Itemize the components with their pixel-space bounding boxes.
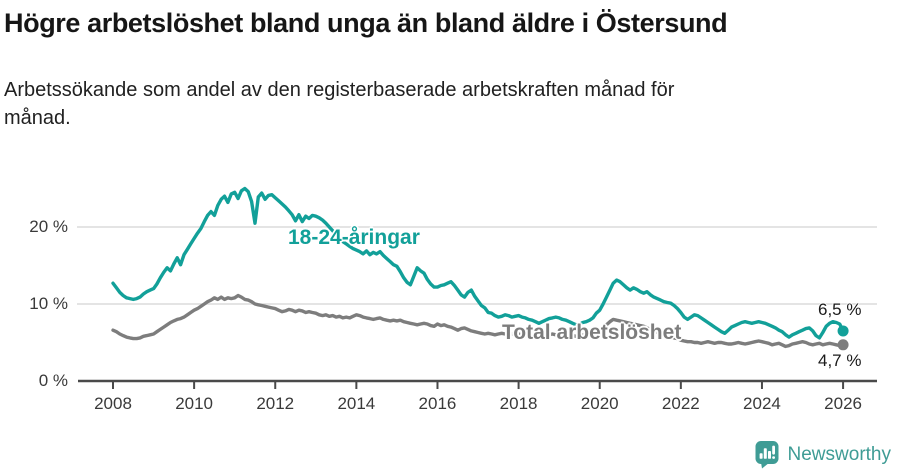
newsworthy-wordmark: Newsworthy [787, 443, 891, 465]
chart-subtitle-line1: Arbetssökande som andel av den registerb… [4, 79, 675, 101]
series-line-0 [111, 293, 845, 349]
x-tick-label: 2016 [418, 394, 457, 413]
x-tick-label: 2008 [94, 394, 132, 413]
x-tick-label: 2024 [743, 394, 781, 413]
chart-subtitle-line2: månad. [4, 107, 71, 129]
series-end-dot-0 [837, 339, 849, 351]
series-line-1 [111, 186, 845, 340]
end-value-young: 6,5 % [818, 300, 862, 319]
series-label-young: 18-24-åringar [288, 226, 420, 249]
x-tick-label: 2026 [824, 394, 862, 413]
bar-chart-speech-bubble-icon [755, 441, 779, 469]
y-tick-label: 10 % [29, 294, 68, 313]
x-tick-label: 2022 [661, 394, 700, 413]
y-tick-label: 20 % [29, 217, 68, 236]
series-end-dot-1 [837, 325, 849, 337]
chart-title: Högre arbetslöshet bland unga än bland ä… [4, 8, 728, 38]
x-tick-label: 2010 [175, 394, 214, 413]
x-tick-label: 2020 [580, 394, 619, 413]
y-tick-label: 0 % [38, 371, 68, 390]
newsworthy-logo: Newsworthy [755, 440, 891, 469]
x-tick-label: 2012 [256, 394, 295, 413]
x-tick-label: 2018 [499, 394, 538, 413]
x-tick-label: 2014 [337, 394, 376, 413]
series-label-total: Total arbetslöshet [502, 321, 682, 344]
end-value-total: 4,7 % [818, 351, 862, 370]
